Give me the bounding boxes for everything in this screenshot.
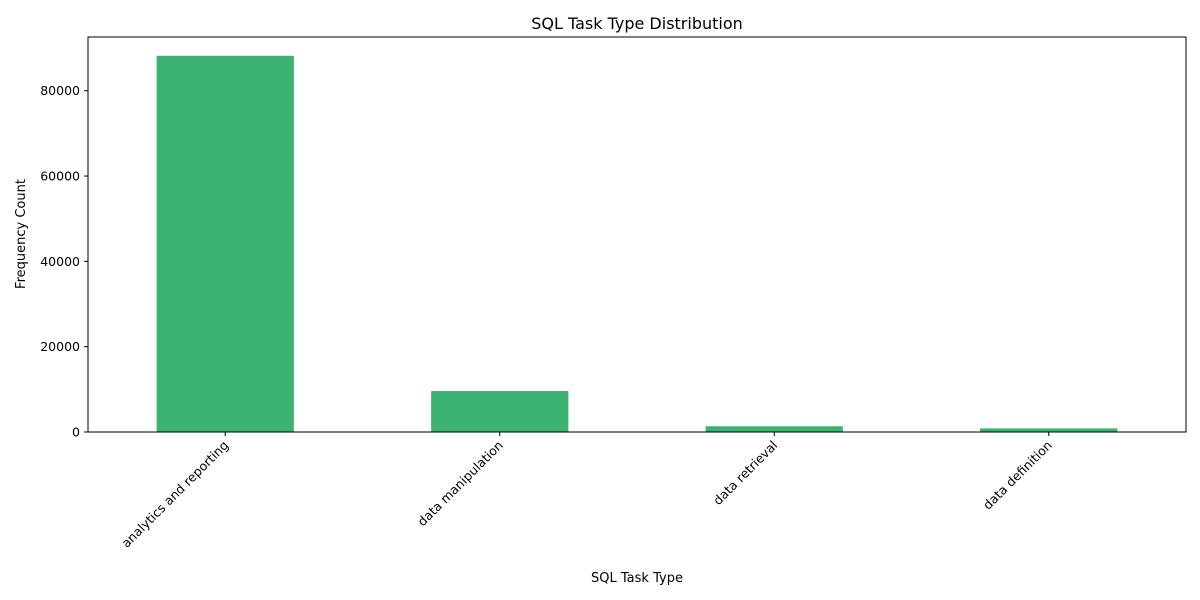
y-tick-label-2: 40000	[40, 254, 80, 269]
x-tick-label-0: analytics and reporting	[118, 438, 231, 551]
bar-3	[980, 428, 1118, 432]
y-tick-label-4: 80000	[40, 83, 80, 98]
chart-title: SQL Task Type Distribution	[531, 14, 743, 33]
x-axis-label: SQL Task Type	[591, 571, 683, 586]
y-tick-label-1: 20000	[40, 339, 80, 354]
y-tick-label-0: 0	[72, 425, 80, 440]
bars-group	[156, 55, 1118, 433]
x-tick-label-3: data definition	[980, 438, 1055, 513]
y-tick-label-3: 60000	[40, 169, 80, 184]
x-tick-label-1: data manipulation	[414, 438, 505, 529]
y-ticks-group: 0 20000 40000 60000 80000	[40, 83, 88, 440]
plot-frame	[87, 36, 1187, 433]
x-ticks-group: analytics and reporting data manipulation…	[118, 432, 1055, 551]
bar-0	[156, 55, 294, 433]
bar-2	[705, 426, 843, 432]
y-axis-label: Frequency Count	[14, 179, 29, 289]
bar-1	[431, 391, 569, 432]
x-tick-label-2: data retrieval	[710, 438, 780, 508]
